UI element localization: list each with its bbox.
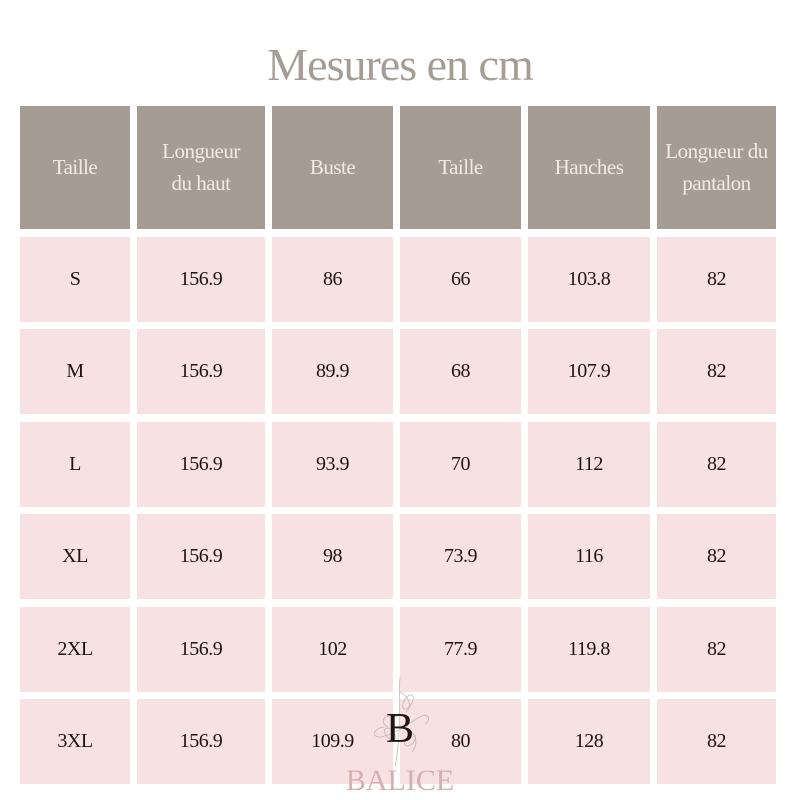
table-cell: 2XL	[20, 606, 130, 692]
table-cell: 102	[272, 606, 393, 692]
table-cell: 112	[528, 421, 650, 507]
table-cell: 3XL	[20, 699, 130, 784]
table-cell: 77.9	[400, 606, 521, 692]
table-cell: 156.9	[137, 514, 265, 599]
table-cell: 156.9	[137, 606, 265, 692]
table-cell: 82	[657, 236, 776, 322]
table-cell: 116	[528, 514, 650, 599]
brand-logo: B BALICE	[340, 672, 460, 800]
table-cell: 93.9	[272, 421, 393, 507]
table-cell: 119.8	[528, 606, 650, 692]
table-cell: 98	[272, 514, 393, 599]
column-header: Longueur du pantalon	[657, 106, 776, 229]
column-header: Buste	[272, 106, 393, 229]
table-cell: L	[20, 421, 130, 507]
column-header: Taille	[400, 106, 521, 229]
table-cell: 66	[400, 236, 521, 322]
table-cell: 82	[657, 606, 776, 692]
table-cell: 128	[528, 699, 650, 784]
table-cell: 70	[400, 421, 521, 507]
column-header: Taille	[20, 106, 130, 229]
table-cell: 89.9	[272, 329, 393, 414]
table-cell: 86	[272, 236, 393, 322]
table-cell: 156.9	[137, 421, 265, 507]
table-cell: M	[20, 329, 130, 414]
size-table: Taille Longueur du haut Buste Taille Hanches…	[20, 106, 776, 784]
table-cell: 80	[400, 699, 521, 784]
table-cell: 156.9	[137, 236, 265, 322]
column-header: Longueur du haut	[137, 106, 265, 229]
table-cell: 82	[657, 329, 776, 414]
column-header: Hanches	[528, 106, 650, 229]
table-cell: S	[20, 236, 130, 322]
table-cell: 107.9	[528, 329, 650, 414]
brand-name: BALICE	[345, 764, 455, 797]
floral-monogram-icon: B	[374, 676, 429, 768]
table-cell: 103.8	[528, 236, 650, 322]
table-cell: 73.9	[400, 514, 521, 599]
table-cell: 68	[400, 329, 521, 414]
table-cell: 82	[657, 699, 776, 784]
table-cell: 156.9	[137, 699, 265, 784]
table-cell: 156.9	[137, 329, 265, 414]
table-cell: XL	[20, 514, 130, 599]
table-cell: 109.9	[272, 699, 393, 784]
table-cell: 82	[657, 421, 776, 507]
svg-text:B: B	[386, 706, 414, 752]
table-cell: 82	[657, 514, 776, 599]
page-title: Mesures en cm	[267, 39, 533, 90]
